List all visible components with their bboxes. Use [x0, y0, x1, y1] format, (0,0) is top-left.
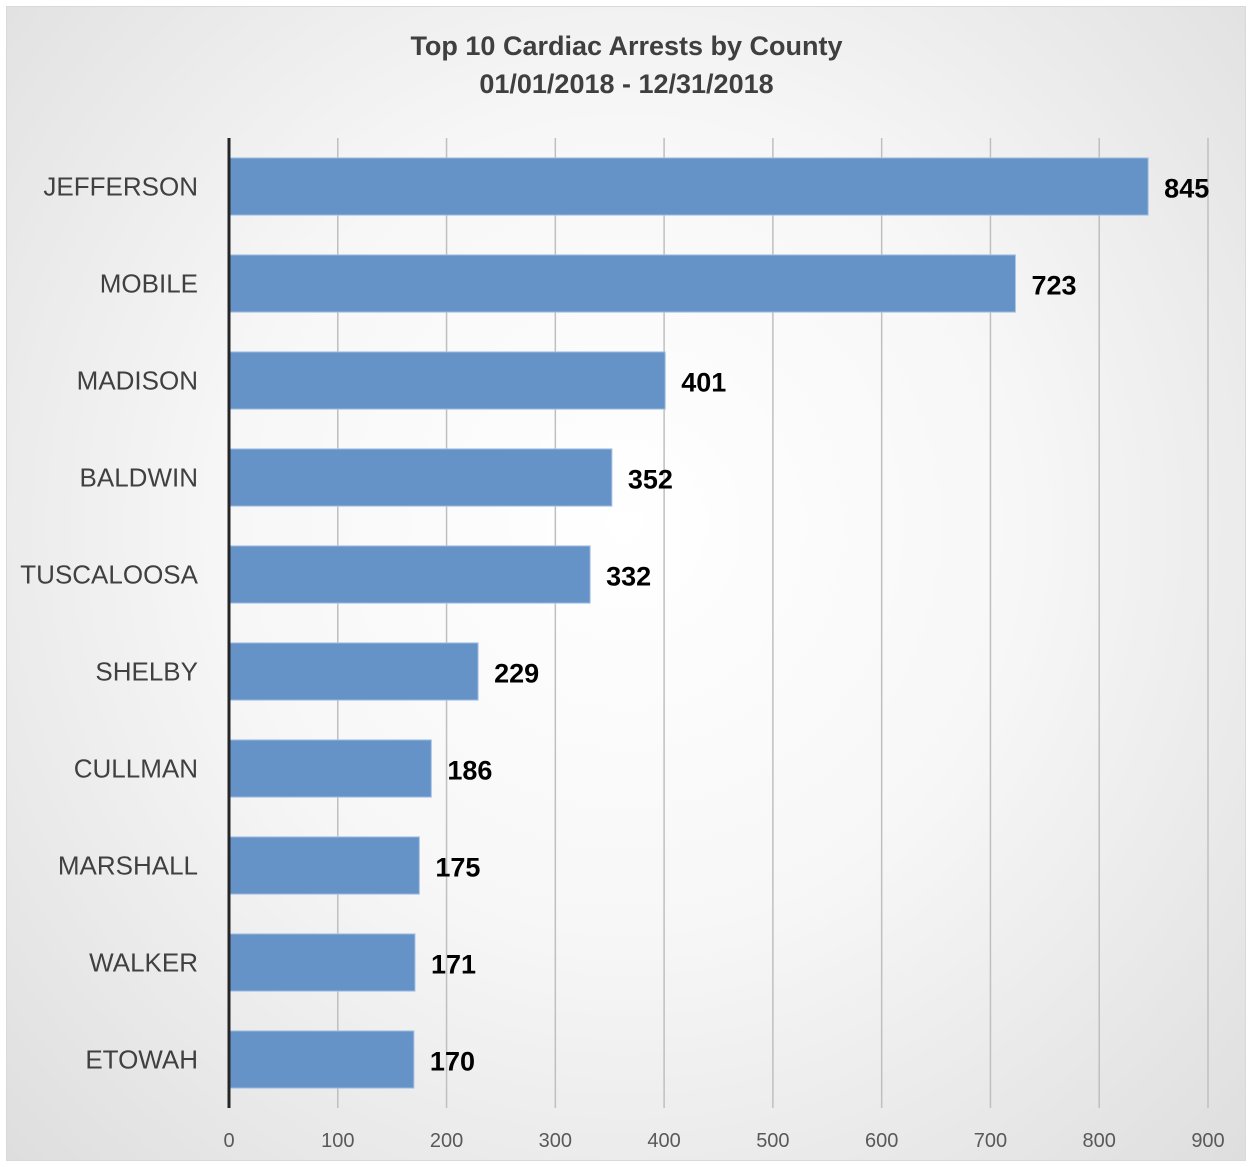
data-label: 171 — [431, 950, 476, 980]
bar — [228, 1030, 415, 1089]
data-label: 401 — [681, 368, 726, 398]
x-tick-label: 100 — [321, 1130, 354, 1152]
data-labels: 845 723 401 352 332 229 186 175 171 170 — [430, 174, 1209, 1077]
bar — [228, 448, 613, 507]
data-label: 723 — [1031, 271, 1076, 301]
category-label: CULLMAN — [74, 754, 198, 784]
category-label: MOBILE — [100, 269, 198, 299]
category-label: MARSHALL — [58, 851, 198, 881]
x-tick-label: 200 — [430, 1130, 463, 1152]
bar — [228, 254, 1016, 313]
x-tick-label: 700 — [974, 1130, 1007, 1152]
x-tick-label: 400 — [647, 1130, 680, 1152]
data-label: 170 — [430, 1047, 475, 1077]
x-tick-label: 300 — [539, 1130, 572, 1152]
bar — [228, 351, 666, 410]
bar — [228, 836, 420, 895]
category-label: MADISON — [77, 366, 198, 396]
category-label: WALKER — [89, 948, 198, 978]
chart-subtitle: 01/01/2018 - 12/31/2018 — [479, 69, 774, 99]
x-axis-ticks: 0 100 200 300 400 500 600 700 800 900 — [223, 1130, 1224, 1152]
bar — [228, 739, 432, 798]
x-tick-label: 500 — [756, 1130, 789, 1152]
category-label: BALDWIN — [80, 463, 198, 493]
bar — [228, 545, 591, 604]
chart-title: Top 10 Cardiac Arrests by County — [410, 31, 843, 61]
category-label: TUSCALOOSA — [20, 560, 198, 590]
bar — [228, 642, 479, 701]
bars — [228, 157, 1149, 1089]
data-label: 229 — [494, 659, 539, 689]
x-tick-label: 800 — [1083, 1130, 1116, 1152]
x-tick-label: 600 — [865, 1130, 898, 1152]
data-label: 352 — [628, 465, 673, 495]
bar — [228, 157, 1149, 216]
x-tick-label: 0 — [223, 1130, 234, 1152]
category-labels: JEFFERSON MOBILE MADISON BALDWIN TUSCALOOSA S… — [20, 172, 198, 1075]
category-label: SHELBY — [95, 657, 198, 687]
data-label: 845 — [1164, 174, 1209, 204]
category-label: JEFFERSON — [43, 172, 198, 202]
data-label: 186 — [447, 756, 492, 786]
data-label: 175 — [435, 853, 480, 883]
bar — [228, 933, 416, 992]
data-label: 332 — [606, 562, 651, 592]
x-tick-label: 900 — [1191, 1130, 1224, 1152]
category-label: ETOWAH — [85, 1045, 198, 1075]
